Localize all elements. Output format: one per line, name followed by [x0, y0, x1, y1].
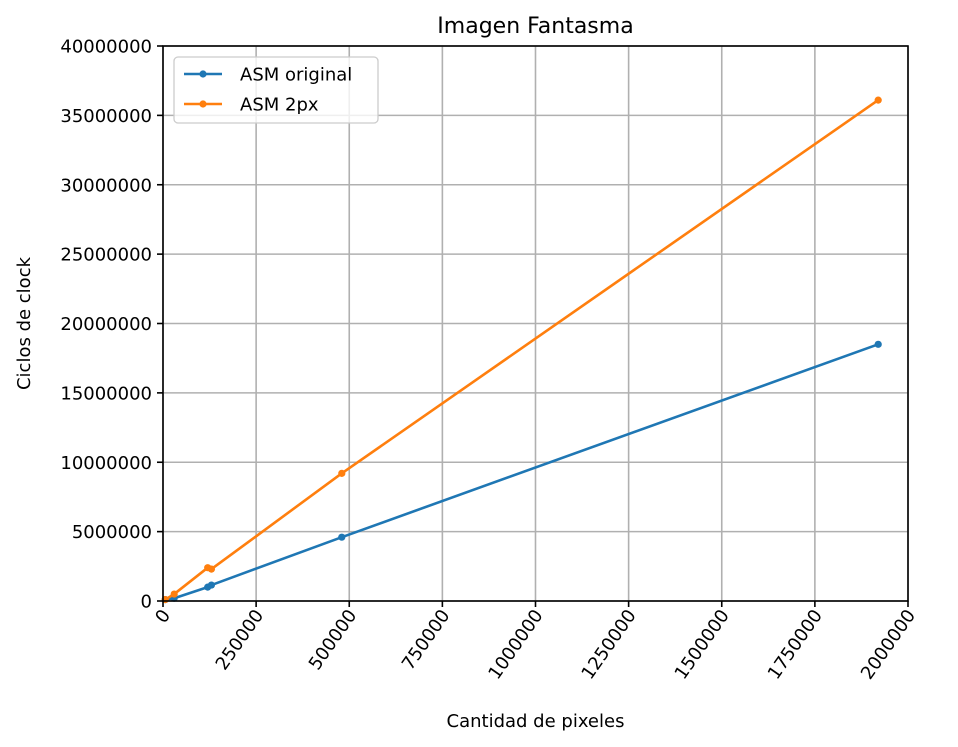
- legend-marker: [199, 100, 207, 108]
- x-tick-label: 1000000: [484, 606, 547, 684]
- x-tick-label: 250000: [212, 606, 269, 674]
- chart-title: Imagen Fantasma: [437, 14, 633, 39]
- legend: ASM original ASM 2px: [173, 56, 379, 124]
- x-tick-label: 500000: [305, 606, 362, 674]
- data-point: [874, 340, 882, 348]
- legend-entries: ASM original ASM 2px: [184, 65, 352, 116]
- x-ticks: 0 250000 500000 750000 1000000 1250000 1500000…: [151, 601, 920, 684]
- legend-label: ASM original: [240, 65, 352, 86]
- y-axis-title: Ciclos de clock: [14, 256, 35, 390]
- y-tick-label: 30000000: [60, 175, 152, 196]
- grid: [162, 45, 909, 602]
- y-tick-label: 25000000: [60, 245, 152, 266]
- x-tick-label: 2000000: [857, 606, 920, 684]
- data-point: [874, 96, 882, 104]
- data-point: [207, 581, 216, 589]
- series-line: [164, 99, 879, 601]
- series-0: [161, 340, 882, 604]
- y-tick-label: 5000000: [72, 522, 152, 543]
- x-tick-label: 1250000: [578, 606, 641, 684]
- y-tick-label: 40000000: [60, 37, 152, 58]
- legend-label: ASM 2px: [240, 95, 319, 116]
- x-tick-label: 0: [151, 606, 175, 627]
- data-point: [338, 533, 346, 541]
- x-axis-title: Cantidad de pixeles: [447, 711, 625, 732]
- y-ticks: 0 5000000 10000000 15000000 20000000 25000000…: [60, 37, 163, 613]
- x-tick-label: 750000: [398, 606, 455, 674]
- x-tick-label: 1500000: [671, 606, 734, 684]
- data-point: [338, 469, 346, 477]
- y-tick-label: 15000000: [60, 383, 152, 404]
- series-layer: [161, 96, 882, 604]
- data-point: [207, 565, 216, 573]
- data-point: [170, 590, 178, 598]
- y-tick-label: 0: [141, 592, 152, 613]
- y-tick-label: 10000000: [60, 453, 152, 474]
- y-tick-label: 35000000: [60, 106, 152, 127]
- legend-marker: [199, 70, 207, 78]
- y-tick-label: 20000000: [60, 314, 152, 335]
- x-tick-label: 1750000: [764, 606, 827, 684]
- series-1: [161, 96, 882, 604]
- legend-box: [173, 56, 379, 124]
- series-line: [165, 343, 879, 601]
